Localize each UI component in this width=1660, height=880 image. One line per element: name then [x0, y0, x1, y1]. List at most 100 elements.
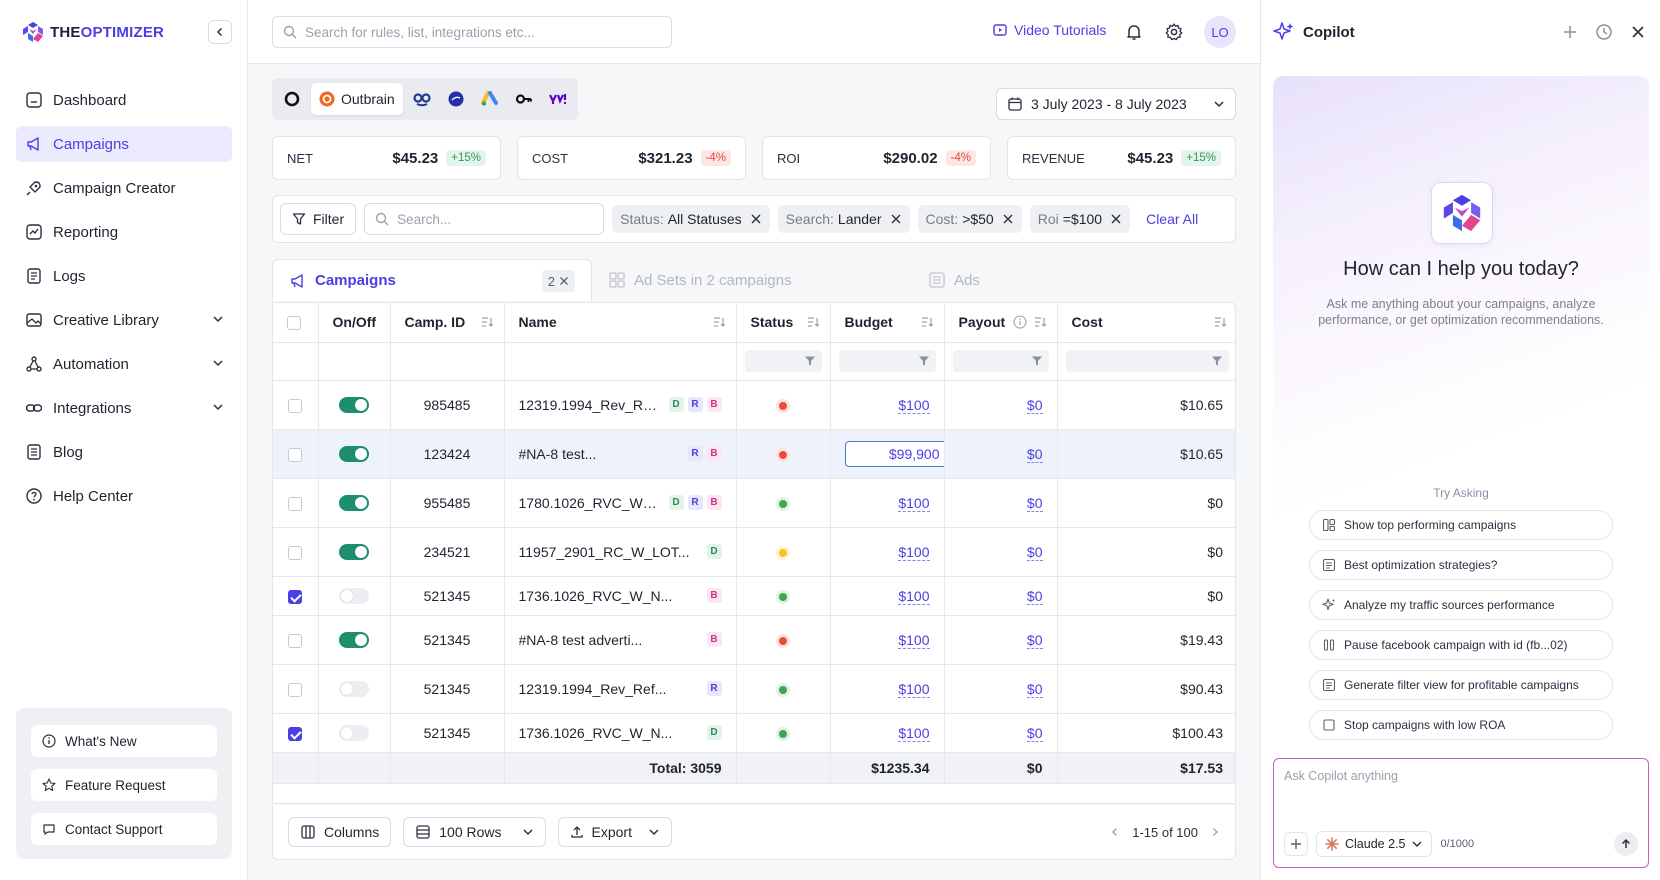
table-row[interactable]: 521345 12319.1994_Rev_Ref... R $100 $0 $90.43: [273, 664, 1235, 714]
budget-value[interactable]: $100: [898, 396, 930, 414]
collapse-sidebar-button[interactable]: [208, 20, 232, 44]
column-header-payout[interactable]: Payout: [944, 303, 1058, 343]
close-icon[interactable]: [559, 276, 569, 286]
suggestion-item[interactable]: Best optimization strategies?: [1309, 550, 1613, 580]
table-search[interactable]: [364, 203, 605, 235]
tab-adsets[interactable]: Ad Sets in 2 campaigns: [592, 259, 912, 301]
payout-value[interactable]: $0: [1026, 396, 1043, 414]
payout-value[interactable]: $0: [1026, 543, 1043, 561]
cost-column-filter[interactable]: [1065, 350, 1229, 372]
payout-value[interactable]: $0: [1026, 494, 1043, 512]
settings-button[interactable]: [1162, 20, 1186, 44]
brand-logo[interactable]: THEOPTIMIZER: [22, 18, 164, 46]
payout-column-filter[interactable]: [952, 350, 1049, 372]
campaign-name[interactable]: #NA-8 test...: [518, 445, 597, 462]
budget-value[interactable]: $100: [898, 494, 930, 512]
campaign-name[interactable]: 1780.1026_RVC_W_N_A...: [518, 494, 663, 511]
payout-value[interactable]: $0: [1026, 724, 1043, 742]
payout-value[interactable]: $0: [1026, 445, 1043, 463]
row-checkbox[interactable]: [288, 682, 303, 697]
payout-value[interactable]: $0: [1026, 631, 1043, 649]
sort-icon[interactable]: [806, 315, 820, 329]
source-item-key[interactable]: [509, 83, 539, 115]
campaign-toggle[interactable]: [339, 725, 369, 742]
status-column-filter[interactable]: [744, 350, 822, 372]
user-avatar[interactable]: LO: [1204, 16, 1236, 48]
row-checkbox[interactable]: [288, 496, 303, 511]
budget-value[interactable]: $100: [898, 587, 930, 605]
campaign-name[interactable]: 12319.1994_Rev_Ref...: [518, 680, 667, 697]
tab-ads[interactable]: Ads: [912, 259, 996, 301]
send-button[interactable]: [1614, 832, 1638, 856]
table-row[interactable]: 234521 11957_2901_RC_W_LOT... D $100 $0 $0: [273, 527, 1235, 577]
sidebar-item-campaign-creator[interactable]: Campaign Creator: [16, 170, 232, 206]
table-row[interactable]: 521345 1736.1026_RVC_W_N... D $100 $0 $100.43: [273, 713, 1235, 753]
suggestion-item[interactable]: Analyze my traffic sources performance: [1309, 590, 1613, 620]
sidebar-item-creative-library[interactable]: Creative Library: [16, 302, 232, 338]
campaign-toggle[interactable]: [339, 588, 369, 605]
source-item-google-ads[interactable]: [475, 83, 505, 115]
campaign-toggle[interactable]: [339, 681, 369, 698]
model-select[interactable]: Claude 2.5: [1316, 831, 1433, 857]
suggestion-item[interactable]: Generate filter view for profitable camp…: [1309, 670, 1613, 700]
sort-icon[interactable]: [1213, 315, 1227, 329]
campaign-toggle[interactable]: [339, 495, 369, 512]
columns-button[interactable]: Columns: [288, 817, 392, 847]
source-item-yahoo[interactable]: [543, 83, 573, 115]
column-header-camp-id[interactable]: Camp. ID: [390, 303, 505, 343]
table-row[interactable]: 123424 #NA-8 test... R B $99,900 $0 $10.65: [273, 429, 1235, 479]
budget-edit-input[interactable]: $99,900: [844, 440, 943, 467]
table-search-input[interactable]: [397, 211, 598, 227]
campaign-name[interactable]: 1736.1026_RVC_W_N...: [518, 724, 673, 741]
sidebar-item-help-center[interactable]: Help Center: [16, 478, 232, 514]
suggestion-item[interactable]: Show top performing campaigns: [1309, 510, 1613, 540]
sort-icon[interactable]: [920, 315, 934, 329]
date-range-picker[interactable]: 3 July 2023 - 8 July 2023: [996, 88, 1236, 120]
chevron-left-icon[interactable]: [1110, 827, 1120, 837]
budget-value[interactable]: $100: [898, 543, 930, 561]
campaign-name[interactable]: 1736.1026_RVC_W_N...: [518, 587, 673, 604]
sidebar-item-reporting[interactable]: Reporting: [16, 214, 232, 250]
budget-value[interactable]: $100: [898, 631, 930, 649]
close-icon[interactable]: [1110, 213, 1122, 225]
row-checkbox[interactable]: [288, 633, 303, 648]
contact-support-button[interactable]: Contact Support: [31, 813, 217, 845]
sort-icon[interactable]: [480, 315, 494, 329]
column-header-status[interactable]: Status: [736, 303, 831, 343]
attach-button[interactable]: [1284, 832, 1308, 856]
payout-value[interactable]: $0: [1026, 587, 1043, 605]
campaign-toggle[interactable]: [339, 632, 369, 649]
copilot-message-input[interactable]: [1284, 769, 1638, 809]
sidebar-item-dashboard[interactable]: Dashboard: [16, 82, 232, 118]
close-icon[interactable]: [890, 213, 902, 225]
row-checkbox[interactable]: [288, 589, 303, 604]
budget-column-filter[interactable]: [838, 350, 936, 372]
sidebar-item-campaigns[interactable]: Campaigns: [16, 126, 232, 162]
campaign-name[interactable]: 12319.1994_Rev_Refin...: [518, 396, 663, 413]
sort-icon[interactable]: [712, 315, 726, 329]
chevron-right-icon[interactable]: [1210, 827, 1220, 837]
column-header-cost[interactable]: Cost: [1057, 303, 1235, 343]
close-icon[interactable]: [1002, 213, 1014, 225]
table-row[interactable]: 521345 1736.1026_RVC_W_N... B $100 $0 $0: [273, 576, 1235, 616]
sidebar-item-logs[interactable]: Logs: [16, 258, 232, 294]
export-button[interactable]: Export: [557, 817, 672, 847]
payout-value[interactable]: $0: [1026, 680, 1043, 698]
tab-campaigns[interactable]: Campaigns 2: [272, 259, 592, 301]
select-all-checkbox[interactable]: [287, 316, 301, 331]
global-search-input[interactable]: [305, 24, 645, 40]
close-icon[interactable]: [1628, 22, 1648, 42]
filter-button[interactable]: Filter: [280, 203, 357, 235]
table-row[interactable]: 985485 12319.1994_Rev_Refin... D R B $100 $0 $1…: [273, 380, 1235, 430]
whats-new-button[interactable]: What's New: [31, 725, 217, 757]
row-checkbox[interactable]: [288, 726, 303, 741]
campaign-toggle[interactable]: [339, 446, 369, 463]
column-header-budget[interactable]: Budget: [830, 303, 945, 343]
budget-value[interactable]: $100: [898, 724, 930, 742]
info-icon[interactable]: [1013, 315, 1027, 329]
campaign-name[interactable]: 11957_2901_RC_W_LOT...: [518, 543, 690, 560]
suggestion-item[interactable]: Stop campaigns with low ROA: [1309, 710, 1613, 740]
row-checkbox[interactable]: [288, 447, 303, 462]
sort-icon[interactable]: [1033, 315, 1047, 329]
column-header-name[interactable]: Name: [504, 303, 737, 343]
